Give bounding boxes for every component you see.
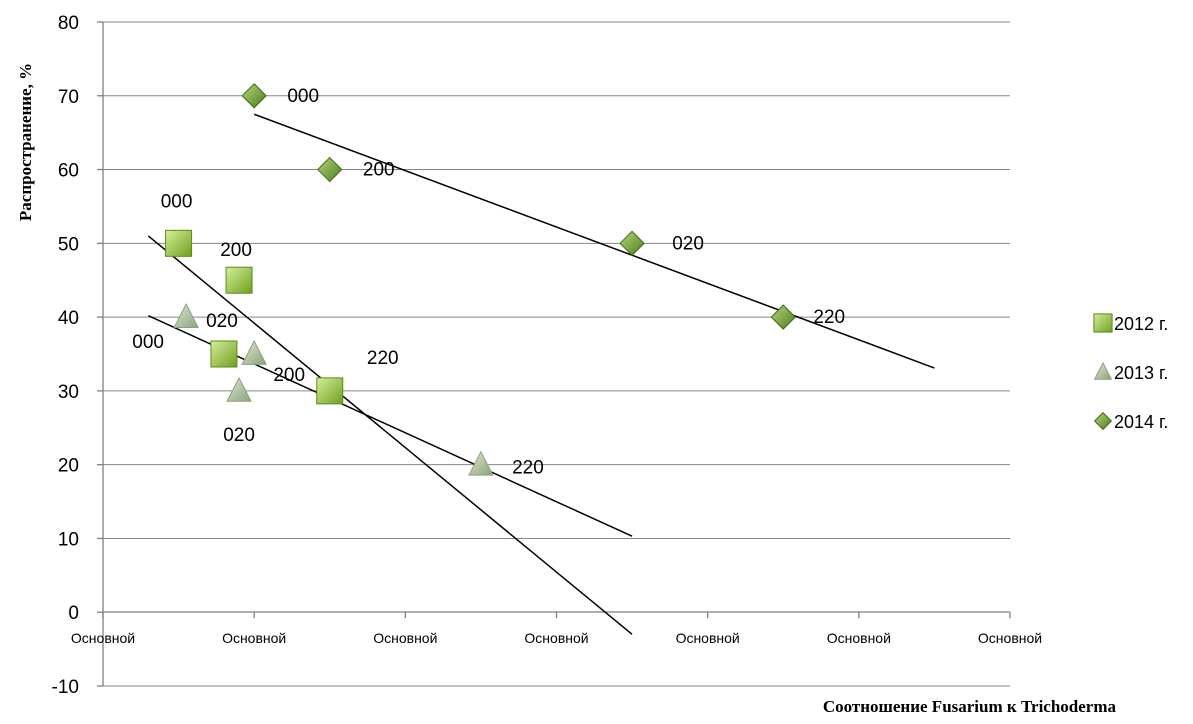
point-1-1 xyxy=(241,339,267,365)
y-tick-label: 70 xyxy=(58,87,79,108)
point-label: 000 xyxy=(132,332,164,353)
y-tick-label: 60 xyxy=(58,161,79,182)
legend: 2012 г. 2013 г. 2014 г. xyxy=(1093,313,1168,432)
y-tick-label: 30 xyxy=(58,382,79,403)
point-label: 020 xyxy=(672,233,704,254)
x-tick-label: Основной xyxy=(524,630,588,646)
point-0-1 xyxy=(225,266,253,294)
x-tick-label: Основной xyxy=(676,630,740,646)
point-0-0 xyxy=(165,229,193,257)
point-label: 020 xyxy=(206,311,238,332)
point-label: 200 xyxy=(363,160,395,181)
legend-item-label: 2012 г. xyxy=(1114,314,1168,334)
point-labels: 000 200 020 220 000 200 020 220 000 200 020 220 xyxy=(132,86,845,479)
trendlines xyxy=(147,113,935,635)
point-1-2 xyxy=(226,376,252,402)
point-label: 200 xyxy=(220,240,252,261)
x-tick-label: Основной xyxy=(222,630,286,646)
trendline-0 xyxy=(147,235,633,635)
point-0-2 xyxy=(210,340,238,368)
x-tick-label: Основной xyxy=(373,630,437,646)
y-tick-label: 20 xyxy=(58,456,79,477)
point-label: 000 xyxy=(287,86,319,107)
point-2-0 xyxy=(241,83,267,109)
x-tick-label: Основной xyxy=(978,630,1042,646)
point-2-2 xyxy=(619,230,645,257)
point-1-0 xyxy=(173,303,199,329)
y-axis-label: Распространение, % xyxy=(16,63,35,221)
x-tick-label: Основной xyxy=(71,630,135,646)
point-label: 000 xyxy=(161,191,193,212)
point-1-3 xyxy=(468,450,494,476)
y-tick-label: 50 xyxy=(58,234,79,255)
x-axis-label: Соотношение Fusarium к Trichoderma xyxy=(823,697,1117,716)
point-label: 220 xyxy=(813,307,845,328)
point-label: 200 xyxy=(273,365,305,386)
point-label: 220 xyxy=(367,348,399,369)
point-label: 020 xyxy=(223,425,255,446)
legend-item-label: 2013 г. xyxy=(1114,363,1168,383)
point-2-3 xyxy=(770,304,796,330)
point-0-3 xyxy=(316,377,344,405)
x-tick-label: Основной xyxy=(827,630,891,646)
legend-marker-0 xyxy=(1093,313,1113,333)
y-tick-label: 10 xyxy=(58,529,79,550)
y-tick-label: -10 xyxy=(52,677,79,698)
point-2-1 xyxy=(317,156,343,183)
y-tick-label: 40 xyxy=(58,308,79,329)
point-label: 220 xyxy=(512,458,544,479)
x-tick-labels: Основной Основной Основной Основной Основной… xyxy=(71,612,1042,646)
axes xyxy=(102,22,1010,686)
y-tick-label: 0 xyxy=(68,603,79,624)
grid-lines xyxy=(97,21,1010,687)
trendline-2 xyxy=(253,113,935,369)
y-tick-label: 80 xyxy=(58,13,79,34)
legend-marker-2 xyxy=(1093,411,1113,431)
legend-item-label: 2014 г. xyxy=(1114,412,1168,432)
y-tick-labels: -10 0 10 20 30 40 50 60 70 80 xyxy=(52,13,79,698)
legend-marker-1 xyxy=(1093,361,1113,380)
markers xyxy=(165,83,796,476)
